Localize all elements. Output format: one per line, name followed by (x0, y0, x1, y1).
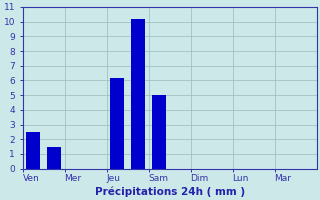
Bar (152, 95, 166, 169)
Bar (26, 132, 40, 169)
Bar (47, 147, 61, 169)
X-axis label: Précipitations 24h ( mm ): Précipitations 24h ( mm ) (94, 186, 244, 197)
Bar (110, 78, 124, 169)
Bar (131, 19, 145, 169)
